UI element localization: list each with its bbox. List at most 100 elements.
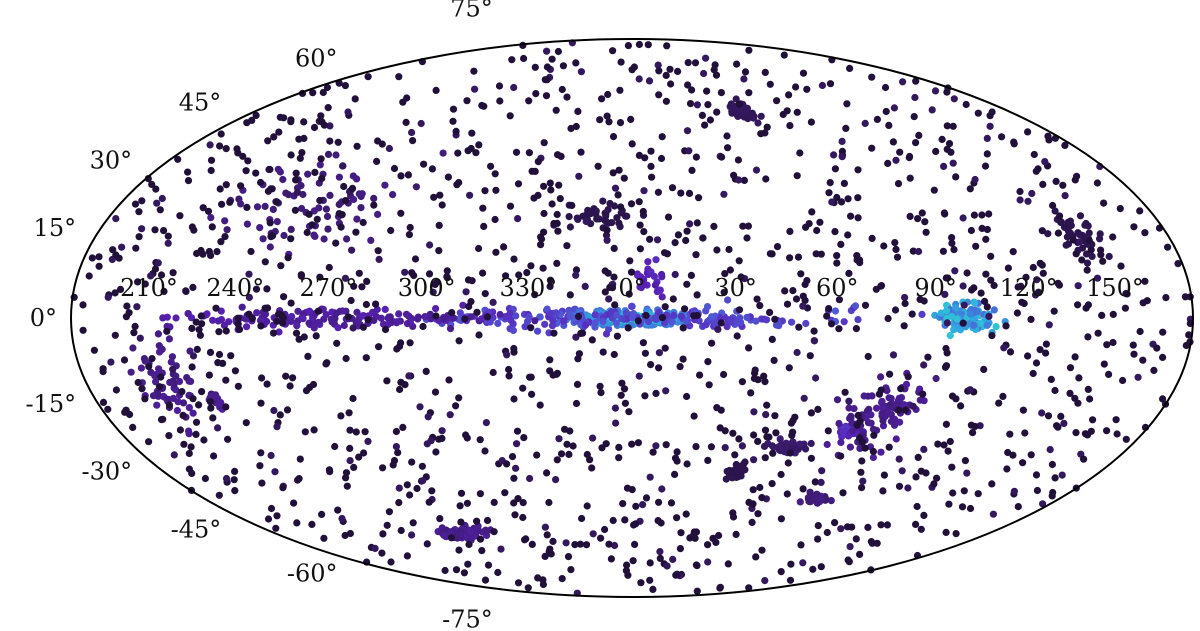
data-point (573, 380, 582, 388)
data-point (1045, 321, 1053, 329)
data-point (610, 350, 618, 359)
data-point (217, 316, 226, 324)
data-point (1064, 240, 1073, 248)
data-point (273, 198, 281, 206)
data-point (361, 428, 369, 436)
data-point (646, 473, 654, 481)
data-point (902, 380, 911, 388)
data-point (932, 374, 940, 383)
data-point (447, 534, 455, 542)
data-point (1153, 344, 1161, 352)
data-point (1019, 459, 1027, 467)
data-point (1027, 451, 1035, 459)
data-point (808, 208, 816, 216)
data-point (793, 108, 801, 116)
data-point (950, 95, 958, 103)
data-point (131, 322, 139, 330)
data-point (594, 162, 602, 170)
data-point (1016, 187, 1024, 196)
data-point (623, 212, 631, 220)
data-point (185, 465, 193, 473)
data-point (494, 319, 502, 328)
data-point (455, 337, 463, 345)
data-point (972, 242, 980, 250)
data-point (362, 300, 370, 309)
data-point (309, 380, 318, 389)
data-point (867, 419, 875, 427)
data-point (610, 202, 619, 210)
data-point (505, 365, 513, 374)
data-point (234, 149, 242, 157)
data-point (817, 563, 825, 571)
data-point (671, 454, 680, 462)
data-point (555, 181, 563, 189)
data-point (481, 447, 489, 455)
data-point (1083, 259, 1092, 267)
data-point (566, 291, 574, 299)
data-point (692, 251, 700, 259)
data-point (743, 313, 751, 321)
data-point (525, 149, 534, 157)
data-point (513, 427, 522, 435)
data-point (1069, 236, 1077, 244)
data-point (597, 534, 605, 542)
data-point (1087, 246, 1095, 254)
data-point (624, 42, 633, 50)
data-point (932, 147, 940, 155)
data-point (490, 528, 498, 536)
data-point (573, 214, 581, 222)
data-point (519, 513, 527, 522)
data-point (960, 487, 968, 495)
data-point (253, 309, 261, 317)
data-point (287, 225, 295, 233)
data-point (301, 428, 309, 436)
data-point (214, 424, 222, 432)
data-point (754, 437, 762, 445)
data-point (109, 246, 117, 254)
data-point (283, 406, 292, 414)
data-point (154, 330, 162, 338)
data-point (541, 523, 550, 531)
data-point (831, 228, 839, 236)
data-point (568, 201, 576, 210)
data-point (658, 314, 667, 322)
data-point (1057, 412, 1065, 420)
data-point (786, 576, 795, 584)
data-point (577, 329, 585, 337)
data-point (1081, 221, 1089, 229)
data-point (904, 373, 912, 381)
data-point (892, 245, 900, 253)
data-point (718, 153, 726, 161)
data-point (224, 435, 232, 443)
data-point (406, 223, 414, 232)
data-point (688, 166, 696, 174)
data-point (304, 170, 312, 178)
data-point (844, 231, 852, 239)
data-point (833, 193, 841, 202)
data-point (234, 314, 242, 322)
data-point (482, 527, 490, 535)
data-point (463, 499, 471, 507)
data-point (917, 525, 925, 533)
data-point (781, 443, 790, 451)
data-point (399, 98, 407, 106)
data-point (511, 464, 520, 472)
data-point (758, 494, 766, 502)
data-point (655, 67, 663, 75)
data-point (519, 384, 527, 392)
data-point (860, 392, 868, 400)
data-point (189, 395, 197, 403)
data-point (467, 313, 475, 321)
data-point (258, 479, 266, 487)
data-point (826, 179, 834, 187)
data-point (632, 502, 640, 510)
data-point (750, 374, 759, 383)
data-point (168, 353, 176, 361)
data-point (557, 152, 565, 160)
data-point (661, 303, 669, 311)
data-point (334, 138, 342, 146)
data-point (621, 516, 629, 524)
data-point (216, 142, 224, 150)
data-point (610, 244, 618, 252)
data-point (341, 274, 349, 282)
